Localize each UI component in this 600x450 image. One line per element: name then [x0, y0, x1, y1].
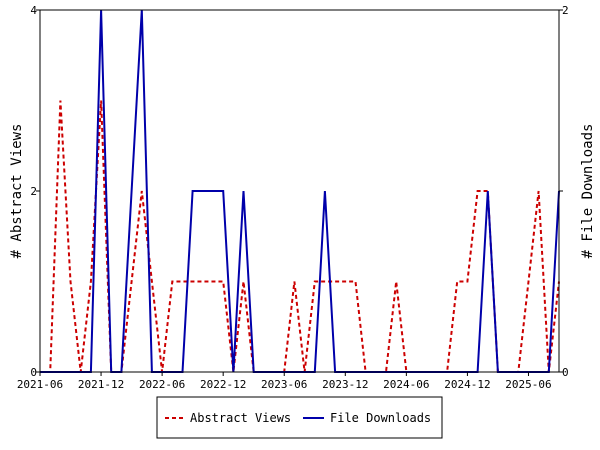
y-axis-left: 0 2 4: [30, 4, 40, 379]
x-tick-label-2: 2022-06: [139, 378, 185, 391]
legend-label-abstract-views: Abstract Views: [190, 411, 291, 425]
x-tick-label-1: 2021-12: [78, 378, 124, 391]
x-tick-label-6: 2024-06: [383, 378, 429, 391]
series-line-file-downloads: [40, 9, 560, 373]
legend-box: [156, 396, 443, 439]
x-tick-label-5: 2023-12: [322, 378, 368, 391]
x-tick-label-7: 2024-12: [444, 378, 490, 391]
series-group: [40, 9, 560, 373]
y-left-tick-label-1: 2: [30, 185, 37, 198]
y-axis-right: 02: [559, 4, 569, 379]
series-line-abstract-views: [40, 100, 560, 373]
x-tick-label-0: 2021-06: [17, 378, 63, 391]
x-tick-label-4: 2023-06: [261, 378, 307, 391]
x-tick-label-3: 2022-12: [200, 378, 246, 391]
y-right-tick-label-2: 2: [562, 4, 569, 17]
y-left-tick-label-2: 4: [30, 4, 37, 17]
x-tick-label-8: 2025-06: [505, 378, 551, 391]
y-axis-right-title: # File Downloads: [580, 124, 596, 259]
y-left-tick-label-0: 0: [30, 366, 37, 379]
legend: Abstract Views File Downloads: [156, 396, 443, 439]
x-axis: 2021-06 2021-12 2022-06 2022-12 2023-06 2023-…: [17, 372, 552, 391]
legend-label-file-downloads: File Downloads: [330, 411, 431, 425]
y-right-tick-label-0: 0: [562, 366, 569, 379]
y-axis-left-title: # Abstract Views: [9, 124, 25, 259]
